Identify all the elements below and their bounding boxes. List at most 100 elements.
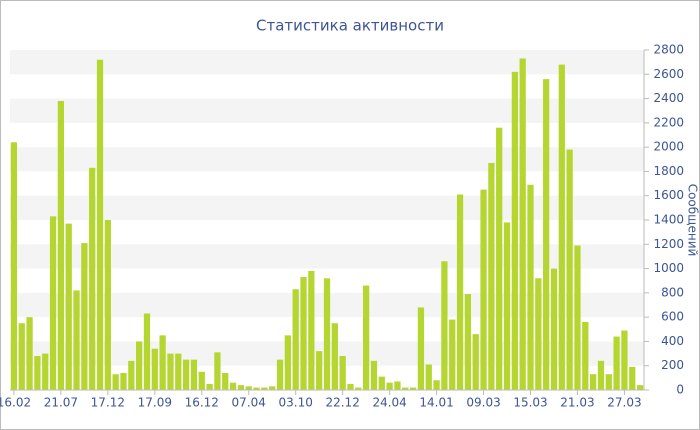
bar bbox=[629, 366, 636, 390]
bar bbox=[222, 373, 229, 390]
grid-band bbox=[10, 147, 644, 172]
bar bbox=[488, 162, 495, 390]
bar bbox=[409, 387, 417, 390]
bar bbox=[378, 376, 385, 390]
bar bbox=[269, 386, 276, 390]
bar bbox=[621, 330, 628, 390]
x-tick-label: 03.10 bbox=[279, 396, 313, 410]
bar bbox=[104, 220, 111, 390]
x-tick-label: 16.02 bbox=[0, 396, 31, 410]
bar bbox=[566, 149, 573, 390]
x-tick-label: 09.03 bbox=[466, 396, 500, 410]
bar bbox=[182, 359, 190, 390]
bar bbox=[339, 356, 346, 390]
bar bbox=[198, 371, 205, 390]
grid-band bbox=[10, 195, 644, 220]
bar bbox=[316, 351, 323, 390]
bar bbox=[558, 64, 565, 391]
bar bbox=[589, 374, 597, 390]
bar bbox=[574, 245, 581, 390]
bar bbox=[300, 277, 307, 390]
bar bbox=[42, 353, 49, 390]
bar bbox=[65, 223, 72, 390]
bar bbox=[261, 387, 268, 390]
bar bbox=[550, 268, 558, 390]
y-tick-label: 2400 bbox=[653, 91, 684, 105]
y-tick-label: 200 bbox=[661, 358, 684, 372]
y-tick-label: 1000 bbox=[653, 261, 684, 275]
y-tick-label: 2200 bbox=[653, 115, 684, 129]
y-tick-label: 1800 bbox=[653, 164, 684, 178]
bar bbox=[159, 335, 166, 390]
bar bbox=[112, 374, 119, 390]
bar bbox=[363, 285, 370, 390]
bar bbox=[237, 385, 245, 390]
x-tick-label: 22.12 bbox=[325, 396, 359, 410]
bar bbox=[582, 322, 589, 390]
x-tick-label: 07.04 bbox=[232, 396, 266, 410]
x-tick-label: 14.01 bbox=[419, 396, 453, 410]
bar bbox=[57, 101, 65, 390]
bar bbox=[206, 383, 213, 390]
bar bbox=[214, 352, 221, 390]
grid-band bbox=[10, 98, 644, 123]
bar bbox=[73, 290, 80, 390]
y-tick-label: 1400 bbox=[653, 213, 684, 227]
bar bbox=[535, 278, 542, 390]
y-tick-label: 400 bbox=[661, 334, 684, 348]
x-tick-label: 17.09 bbox=[138, 396, 172, 410]
bar bbox=[402, 387, 409, 390]
x-tick-label: 21.07 bbox=[44, 396, 78, 410]
bar bbox=[543, 79, 550, 391]
bar bbox=[10, 142, 18, 390]
x-tick-label: 27.03 bbox=[607, 396, 641, 410]
y-axis-label: Сообщений bbox=[686, 184, 700, 257]
bar bbox=[143, 313, 151, 390]
bar bbox=[331, 323, 338, 390]
bar bbox=[480, 189, 487, 390]
bar bbox=[370, 360, 378, 390]
bar bbox=[276, 359, 284, 390]
bar bbox=[503, 222, 511, 390]
bar bbox=[49, 216, 57, 390]
bar bbox=[597, 360, 605, 390]
bar bbox=[96, 59, 104, 390]
bar bbox=[323, 278, 331, 390]
chart-title: Статистика активности bbox=[256, 17, 444, 35]
y-tick-label: 2600 bbox=[653, 67, 684, 81]
bar bbox=[355, 387, 362, 390]
x-tick-label: 15.03 bbox=[513, 396, 547, 410]
bar bbox=[417, 307, 425, 390]
x-tick-label: 21.03 bbox=[560, 396, 594, 410]
bar bbox=[464, 294, 472, 390]
x-tick-label: 16.12 bbox=[185, 396, 219, 410]
bar bbox=[511, 71, 518, 390]
bar bbox=[456, 194, 464, 390]
bar bbox=[605, 374, 612, 390]
bar bbox=[433, 380, 440, 390]
bar bbox=[34, 356, 41, 390]
bar bbox=[449, 319, 456, 390]
y-tick-label: 1200 bbox=[653, 237, 684, 251]
y-tick-label: 800 bbox=[661, 285, 684, 299]
bar bbox=[496, 127, 503, 390]
bar bbox=[527, 184, 534, 390]
bar bbox=[175, 353, 182, 390]
bar bbox=[308, 271, 315, 390]
y-tick-label: 600 bbox=[661, 310, 684, 324]
bar bbox=[284, 335, 291, 390]
bar bbox=[472, 334, 479, 390]
bar bbox=[167, 353, 174, 390]
bar bbox=[120, 373, 127, 390]
x-tick-label: 17.12 bbox=[91, 396, 125, 410]
bar bbox=[636, 385, 644, 390]
bar bbox=[26, 317, 33, 390]
x-tick-label: 24.04 bbox=[372, 396, 406, 410]
bar bbox=[425, 364, 432, 390]
y-tick-label: 2000 bbox=[653, 140, 684, 154]
bar bbox=[613, 336, 620, 390]
bar bbox=[89, 167, 96, 390]
bar bbox=[292, 289, 299, 390]
bar bbox=[441, 261, 448, 390]
